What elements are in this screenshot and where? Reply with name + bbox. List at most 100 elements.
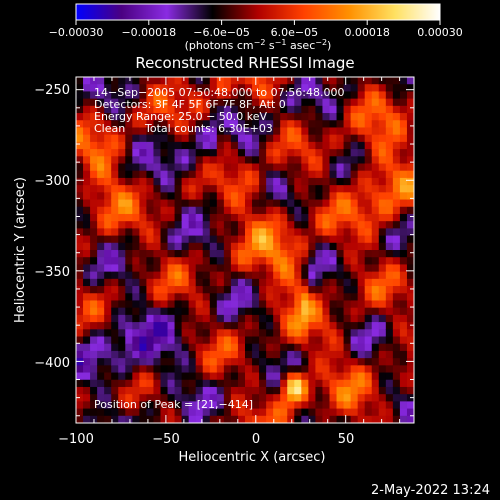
heatmap-cell — [118, 242, 126, 251]
heatmap-cell — [167, 250, 176, 258]
heatmap-cell — [237, 372, 246, 381]
heatmap-cell — [385, 271, 394, 280]
heatmap-cell — [406, 91, 414, 100]
heatmap-cell — [167, 156, 176, 165]
heatmap-cell — [104, 250, 112, 258]
heatmap-cell — [216, 372, 225, 381]
heatmap-cell — [125, 386, 133, 395]
heatmap-cell — [223, 134, 232, 143]
heatmap-cell — [336, 120, 345, 129]
heatmap-cell — [181, 322, 190, 330]
heatmap-cell — [83, 199, 91, 208]
heatmap-cell — [343, 336, 352, 345]
heatmap-cell — [392, 141, 401, 150]
heatmap-cell — [322, 329, 331, 338]
heatmap-cell — [245, 84, 253, 93]
heatmap-cell — [392, 199, 401, 208]
heatmap-cell — [385, 105, 394, 114]
heatmap-cell — [76, 358, 84, 366]
heatmap-cell — [259, 134, 267, 143]
heatmap-cell — [322, 394, 331, 402]
heatmap-cell — [188, 221, 197, 229]
heatmap-cell — [245, 250, 253, 258]
heatmap-cell — [111, 401, 119, 410]
heatmap-cell — [125, 401, 133, 410]
heatmap-cell — [118, 300, 126, 309]
heatmap-cell — [273, 408, 281, 417]
heatmap-cell — [385, 91, 394, 100]
heatmap-cell — [350, 415, 359, 423]
heatmap-cell — [378, 120, 387, 129]
heatmap-cell — [322, 163, 331, 172]
heatmap-cell — [230, 286, 239, 294]
heatmap-cell — [83, 257, 91, 266]
heatmap-cell — [385, 286, 394, 294]
heatmap-cell — [132, 322, 140, 330]
heatmap-cell — [280, 358, 288, 366]
heatmap-cell — [273, 386, 281, 395]
heatmap-cell — [259, 149, 267, 157]
heatmap-cell — [371, 365, 380, 374]
colorbar-tick-label-2: −6.0e−05 — [193, 26, 250, 39]
heatmap-cell — [280, 177, 288, 186]
heatmap-cell — [111, 134, 119, 143]
heatmap-cell — [167, 358, 176, 366]
heatmap-cell — [139, 293, 148, 302]
heatmap-cell — [406, 358, 414, 366]
heatmap-cell — [371, 314, 380, 323]
heatmap-cell — [90, 307, 98, 316]
heatmap-cell — [174, 77, 183, 85]
heatmap-cell — [252, 372, 260, 381]
heatmap-cell — [392, 149, 401, 157]
heatmap-cell — [294, 228, 302, 237]
heatmap-cell — [237, 91, 246, 100]
heatmap-cell — [371, 322, 380, 330]
heatmap-cell — [336, 401, 345, 410]
colorbar-unit-label: (photons cm−2 s−1 asec−2) — [185, 38, 332, 52]
heatmap-cell — [125, 170, 133, 179]
heatmap-cell — [216, 105, 225, 114]
heatmap-cell — [294, 278, 302, 287]
heatmap-cell — [118, 329, 126, 338]
heatmap-cell — [301, 314, 309, 323]
heatmap-cell — [90, 192, 98, 201]
heatmap-cell — [315, 84, 324, 93]
heatmap-cell — [252, 91, 260, 100]
heatmap-cell — [329, 286, 338, 294]
heatmap-cell — [308, 163, 317, 172]
heatmap-cell — [181, 293, 190, 302]
heatmap-cell — [209, 221, 218, 229]
heatmap-cell — [371, 113, 380, 121]
heatmap-cell — [259, 329, 267, 338]
heatmap-cell — [336, 213, 345, 222]
heatmap-cell — [350, 271, 359, 280]
heatmap-cell — [245, 350, 253, 359]
heatmap-cell — [202, 185, 211, 193]
heatmap-cell — [385, 358, 394, 366]
heatmap-cell — [392, 336, 401, 345]
heatmap-cell — [237, 250, 246, 258]
heatmap-cell — [202, 163, 211, 172]
heatmap-cell — [83, 415, 91, 423]
heatmap-cell — [371, 141, 380, 150]
heatmap-cell — [357, 358, 366, 366]
heatmap-cell — [188, 386, 197, 395]
y-tick-label-0: −400 — [34, 356, 70, 371]
heatmap-cell — [357, 206, 366, 215]
heatmap-cell — [364, 113, 373, 121]
heatmap-cell — [378, 192, 387, 201]
heatmap-cell — [146, 350, 155, 359]
heatmap-cell — [209, 185, 218, 193]
heatmap-cell — [280, 365, 288, 374]
heatmap-cell — [181, 113, 190, 121]
heatmap-cell — [139, 163, 148, 172]
heatmap-cell — [216, 336, 225, 345]
heatmap-cell — [301, 358, 309, 366]
heatmap-cell — [378, 91, 387, 100]
heatmap-cell — [301, 286, 309, 294]
heatmap-cell — [399, 163, 408, 172]
heatmap-cell — [371, 257, 380, 266]
heatmap-cell — [399, 228, 408, 237]
heatmap-cell — [266, 314, 274, 323]
heatmap-cell — [167, 293, 176, 302]
